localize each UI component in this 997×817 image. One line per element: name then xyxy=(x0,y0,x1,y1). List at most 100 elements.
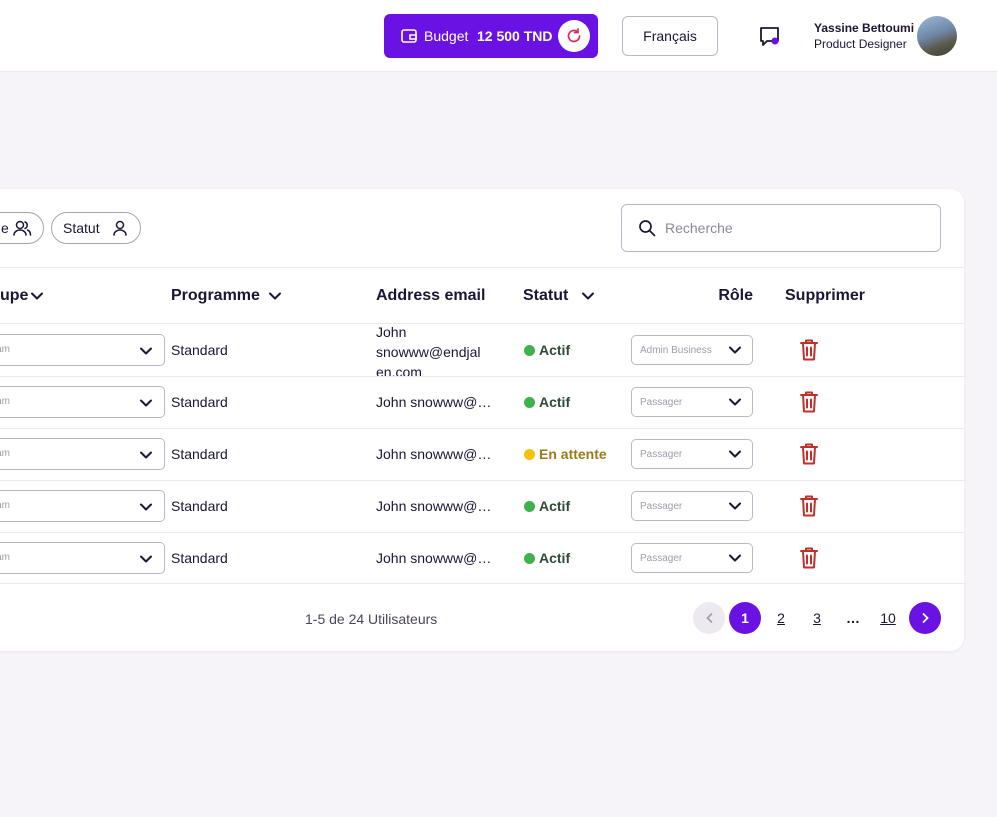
group-select[interactable]: rs Team xyxy=(0,542,165,574)
column-header: upe xyxy=(0,287,29,304)
role-select[interactable]: Passager xyxy=(631,543,753,573)
column-header: Rôle xyxy=(718,287,753,304)
sort-icon xyxy=(269,292,281,300)
row-divider xyxy=(0,480,964,481)
role-select[interactable]: Passager xyxy=(631,387,753,417)
status-dot xyxy=(524,449,535,460)
chevron-icon xyxy=(140,555,152,563)
trash-icon xyxy=(800,495,818,517)
program: Standard xyxy=(171,498,228,514)
delete-button[interactable] xyxy=(798,494,820,518)
user-name: Yassine Bettoumi xyxy=(814,21,915,35)
chevron-path xyxy=(140,555,152,563)
user-icon xyxy=(113,220,127,236)
sort-icon xyxy=(582,292,594,300)
delete-button[interactable] xyxy=(798,442,820,466)
filter-chip[interactable]: Statut xyxy=(51,212,141,244)
next-page[interactable] xyxy=(909,602,941,634)
role-select[interactable]: Passager xyxy=(631,439,753,469)
divider xyxy=(0,267,964,268)
chevron-path xyxy=(269,292,281,300)
email: John snowww@… xyxy=(376,550,492,566)
email: John snowww@… xyxy=(376,498,492,514)
delete-button[interactable] xyxy=(798,390,820,414)
group-value: e Team xyxy=(0,448,10,459)
pagination-summary: 1-5 de 24 Utilisateurs xyxy=(305,611,438,627)
role-value: Passager xyxy=(640,501,683,512)
role-select[interactable]: Passager xyxy=(631,491,753,521)
chevron-icon xyxy=(140,451,152,459)
column-header: Statut xyxy=(523,287,569,304)
language-button[interactable]: Français xyxy=(622,16,718,56)
chevron-icon xyxy=(729,346,741,354)
chevron-icon xyxy=(729,398,741,406)
chevron-path xyxy=(729,398,741,406)
chevron-icon xyxy=(140,503,152,511)
user-role: Product Designer xyxy=(814,37,907,51)
program: Standard xyxy=(171,550,228,566)
prev-page[interactable] xyxy=(693,602,725,634)
avatar[interactable] xyxy=(917,16,957,56)
group-select[interactable]: n Team xyxy=(0,490,165,522)
delete-button[interactable] xyxy=(798,338,820,362)
table-card xyxy=(0,189,964,651)
status: En attente xyxy=(539,446,607,462)
prev-icon xyxy=(706,613,713,623)
budget-button[interactable]: Budget 12 500 TND xyxy=(384,14,598,58)
divider xyxy=(0,323,964,324)
budget-amount: 12 500 TND xyxy=(477,28,553,44)
page-button[interactable]: 2 xyxy=(777,610,785,626)
filter-label: e xyxy=(1,220,9,236)
group-select[interactable]: e Team xyxy=(0,438,165,470)
chevron-path xyxy=(140,347,152,355)
status-dot xyxy=(524,397,535,408)
search-icon xyxy=(639,220,656,237)
role-value: Passager xyxy=(640,449,683,460)
chevron-path xyxy=(140,399,152,407)
role-value: Passager xyxy=(640,553,683,564)
delete-button[interactable] xyxy=(798,546,820,570)
email: John snowww@… xyxy=(376,446,492,462)
users-icon xyxy=(13,220,32,236)
group-value: rs Team xyxy=(0,552,10,563)
group-value: Team xyxy=(0,344,10,355)
divider xyxy=(0,583,964,584)
chevron-path xyxy=(31,292,43,300)
refresh-icon xyxy=(567,28,581,43)
budget-label: Budget xyxy=(424,28,469,44)
page-ellipsis: … xyxy=(846,610,860,626)
page-button[interactable]: 3 xyxy=(813,610,821,626)
chevron-icon xyxy=(140,347,152,355)
role-select[interactable]: Admin Business xyxy=(631,335,753,365)
trash-icon xyxy=(800,391,818,413)
status-dot xyxy=(524,501,535,512)
role-value: Passager xyxy=(640,397,683,408)
chevron-path xyxy=(140,451,152,459)
chevron-icon xyxy=(729,502,741,510)
trash-icon xyxy=(800,443,818,465)
chevron-path xyxy=(140,503,152,511)
chevron-icon xyxy=(140,399,152,407)
next-path xyxy=(922,613,929,623)
group-select[interactable]: Team xyxy=(0,334,165,366)
role-value: Admin Business xyxy=(640,345,712,356)
refresh-button[interactable] xyxy=(558,20,590,52)
status-dot xyxy=(524,345,535,356)
page-button[interactable]: 1 xyxy=(729,602,761,634)
search-placeholder: Recherche xyxy=(665,220,733,236)
program: Standard xyxy=(171,394,228,410)
email: John snowww@… xyxy=(376,394,492,410)
column-header: Programme xyxy=(171,287,260,304)
chevron-path xyxy=(729,450,741,458)
page-button[interactable]: 10 xyxy=(880,610,896,626)
chevron-path xyxy=(729,346,741,354)
filter-chip[interactable]: e xyxy=(0,212,44,244)
status: Actif xyxy=(539,394,571,410)
next-icon xyxy=(922,613,929,623)
group-select[interactable]: rs Team xyxy=(0,386,165,418)
email: John snowww@endjalen.com xyxy=(376,324,481,380)
chat-icon[interactable] xyxy=(758,25,782,49)
row-divider xyxy=(0,376,964,377)
column-header: Supprimer xyxy=(785,287,866,304)
search-input[interactable]: Recherche xyxy=(621,204,941,252)
